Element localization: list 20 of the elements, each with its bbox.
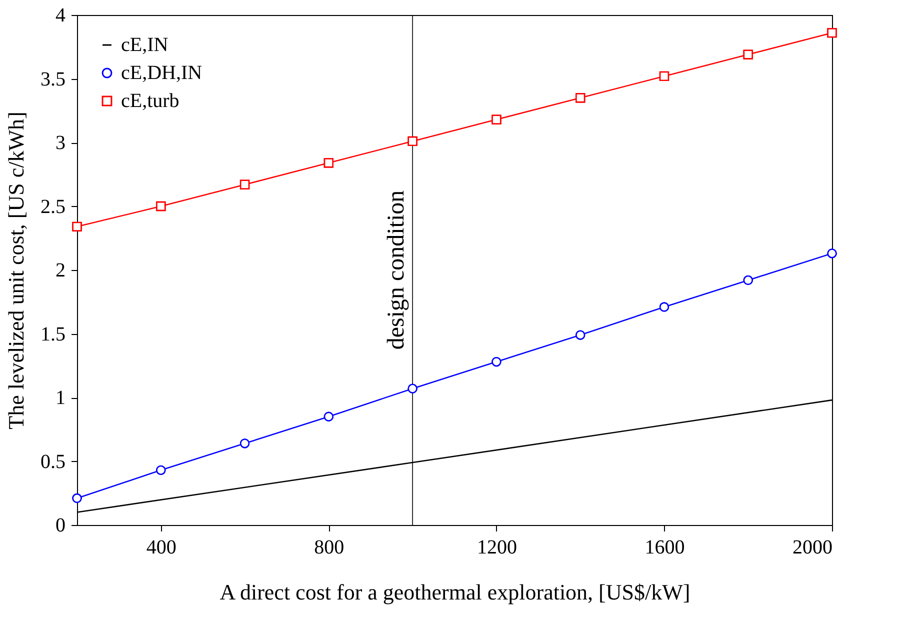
y-tick-label: 3 — [56, 132, 66, 154]
x-tick-label: 1200 — [476, 536, 517, 558]
y-tick-label: 1 — [56, 387, 66, 409]
x-tick-label: 1600 — [644, 536, 685, 558]
y-tick-label: 3.5 — [40, 68, 66, 90]
legend-label: cE,IN — [121, 34, 168, 56]
x-tick-label: 2000 — [792, 536, 832, 558]
y-tick-label: 2.5 — [40, 196, 66, 218]
y-tick-label: 4 — [56, 4, 66, 26]
y-tick-label: 1.5 — [40, 323, 66, 346]
x-tick-label: 400 — [146, 536, 176, 558]
y-tick-label: 0.5 — [40, 450, 66, 473]
y-tick-label: 2 — [56, 260, 66, 282]
legend-label: cE,DH,IN — [121, 62, 202, 84]
y-axis-title: The levelized unit cost, [US c/kWh] — [4, 112, 28, 430]
y-tick-label: 0 — [56, 514, 66, 536]
x-axis-title: A direct cost for a geothermal exploration, [US$/kW] — [220, 580, 690, 604]
ref-line-label: design condition — [384, 190, 410, 350]
x-tick-label: 800 — [314, 536, 344, 558]
legend-label: cE,turb — [121, 90, 180, 112]
